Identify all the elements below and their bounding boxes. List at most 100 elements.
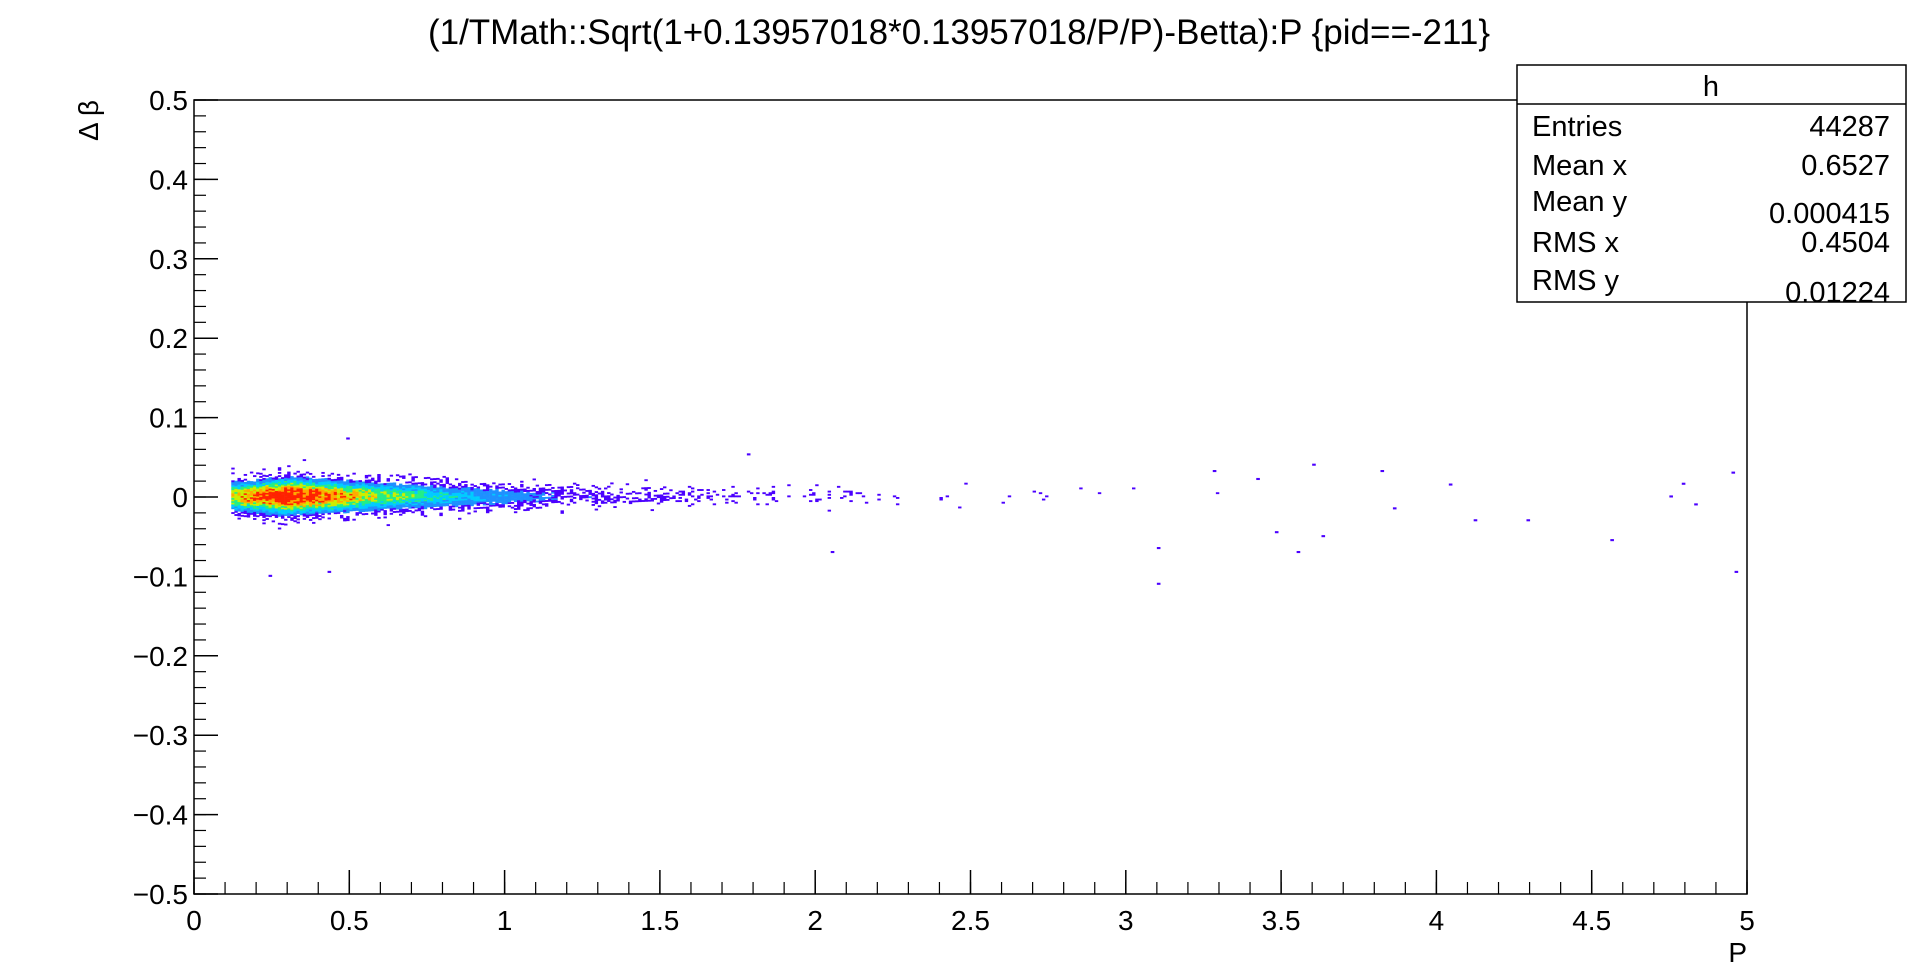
heatmap-cell	[231, 497, 235, 500]
heatmap-cell	[262, 493, 266, 496]
heatmap-cell	[343, 503, 347, 506]
heatmap-cell	[277, 479, 282, 482]
heatmap-cell	[374, 493, 378, 496]
heatmap-cell	[594, 486, 599, 489]
heatmap-cell	[551, 496, 555, 499]
heatmap-cell	[321, 508, 325, 511]
heatmap-cell	[243, 502, 248, 505]
heatmap-cell	[339, 500, 344, 503]
heatmap-cell	[433, 505, 437, 507]
heatmap-cell	[256, 486, 260, 489]
heatmap-cell	[346, 501, 350, 504]
heatmap-cell	[697, 497, 701, 499]
heatmap-cell	[548, 498, 552, 501]
heatmap-cell	[355, 513, 359, 516]
heatmap-cell	[700, 489, 704, 491]
heatmap-cell	[324, 495, 328, 498]
heatmap-cell	[392, 491, 397, 494]
heatmap-cell	[498, 493, 502, 496]
heatmap-cell	[364, 503, 369, 506]
heatmap-cell	[262, 516, 266, 518]
heatmap-cell	[330, 506, 335, 509]
heatmap-cell	[336, 510, 341, 513]
heatmap-cell	[346, 517, 350, 520]
heatmap-cell	[284, 523, 288, 526]
heatmap-cell	[386, 489, 390, 492]
heatmap-cell	[343, 506, 347, 509]
heatmap-cell	[398, 493, 403, 496]
heatmap-cell	[398, 475, 403, 478]
heatmap-cell	[374, 496, 378, 499]
heatmap-cell	[560, 510, 564, 513]
heatmap-cell	[352, 485, 356, 488]
heatmap-cell	[461, 498, 465, 501]
heatmap-cell	[249, 495, 254, 498]
heatmap-cell	[439, 504, 443, 507]
outlier-cell	[327, 570, 332, 573]
heatmap-cell	[287, 487, 291, 490]
heatmap-cell	[355, 507, 359, 510]
heatmap-cell	[507, 495, 512, 498]
heatmap-cell	[395, 499, 400, 502]
heatmap-cell	[290, 514, 294, 517]
heatmap-cell	[461, 496, 465, 499]
heatmap-cell	[361, 506, 366, 509]
heatmap-cell	[271, 499, 276, 502]
heatmap-cell	[389, 504, 394, 507]
heatmap-cell	[336, 485, 341, 487]
heatmap-cell	[290, 511, 294, 513]
heatmap-cell	[709, 495, 714, 498]
heatmap-cell	[448, 499, 453, 502]
y-tick-label: −0.1	[133, 561, 188, 592]
heatmap-cell	[653, 494, 658, 497]
heatmap-cell	[358, 511, 363, 514]
heatmap-cell	[249, 501, 254, 504]
heatmap-cell	[349, 493, 353, 496]
heatmap-cell	[336, 488, 341, 491]
heatmap-cell	[277, 505, 282, 508]
heatmap-cell	[737, 495, 741, 498]
heatmap-cell	[420, 502, 425, 505]
heatmap-cell	[296, 507, 300, 510]
heatmap-cell	[265, 483, 269, 485]
heatmap-cell	[386, 495, 390, 498]
heatmap-cell	[458, 484, 462, 487]
heatmap-cell	[343, 498, 347, 501]
heatmap-cell	[336, 499, 341, 502]
heatmap-cell	[364, 513, 369, 515]
heatmap-cell	[268, 510, 272, 513]
heatmap-cell	[284, 498, 288, 501]
heatmap-cell	[284, 506, 288, 509]
heatmap-cell	[815, 484, 819, 487]
heatmap-cell	[324, 493, 328, 496]
heatmap-cell	[296, 508, 300, 511]
heatmap-cell	[380, 502, 384, 505]
heatmap-cell	[520, 501, 524, 504]
heatmap-cell	[386, 506, 390, 509]
heatmap-cell	[302, 489, 307, 492]
heatmap-cell	[538, 494, 543, 496]
heatmap-cell	[389, 474, 394, 477]
heatmap-cell	[305, 500, 310, 503]
heatmap-cell	[495, 499, 499, 502]
heatmap-cell	[346, 487, 350, 490]
heatmap-cell	[339, 487, 344, 490]
heatmap-cell	[697, 500, 701, 503]
heatmap-cell	[461, 508, 465, 510]
heatmap-cell	[414, 501, 418, 504]
heatmap-cell	[582, 488, 586, 491]
heatmap-cell	[287, 484, 291, 487]
heatmap-cell	[249, 487, 254, 490]
heatmap-cell	[734, 492, 738, 495]
heatmap-cell	[647, 487, 651, 489]
heatmap-cell	[312, 502, 316, 505]
heatmap-cell	[864, 501, 869, 504]
heatmap-cell	[299, 488, 304, 490]
heatmap-cell	[544, 500, 549, 502]
heatmap-cell	[237, 514, 241, 517]
heatmap-cell	[302, 500, 307, 503]
heatmap-cell	[246, 515, 251, 518]
heatmap-cell	[669, 489, 673, 492]
heatmap-cell	[305, 512, 310, 515]
heatmap-cell	[333, 499, 338, 502]
